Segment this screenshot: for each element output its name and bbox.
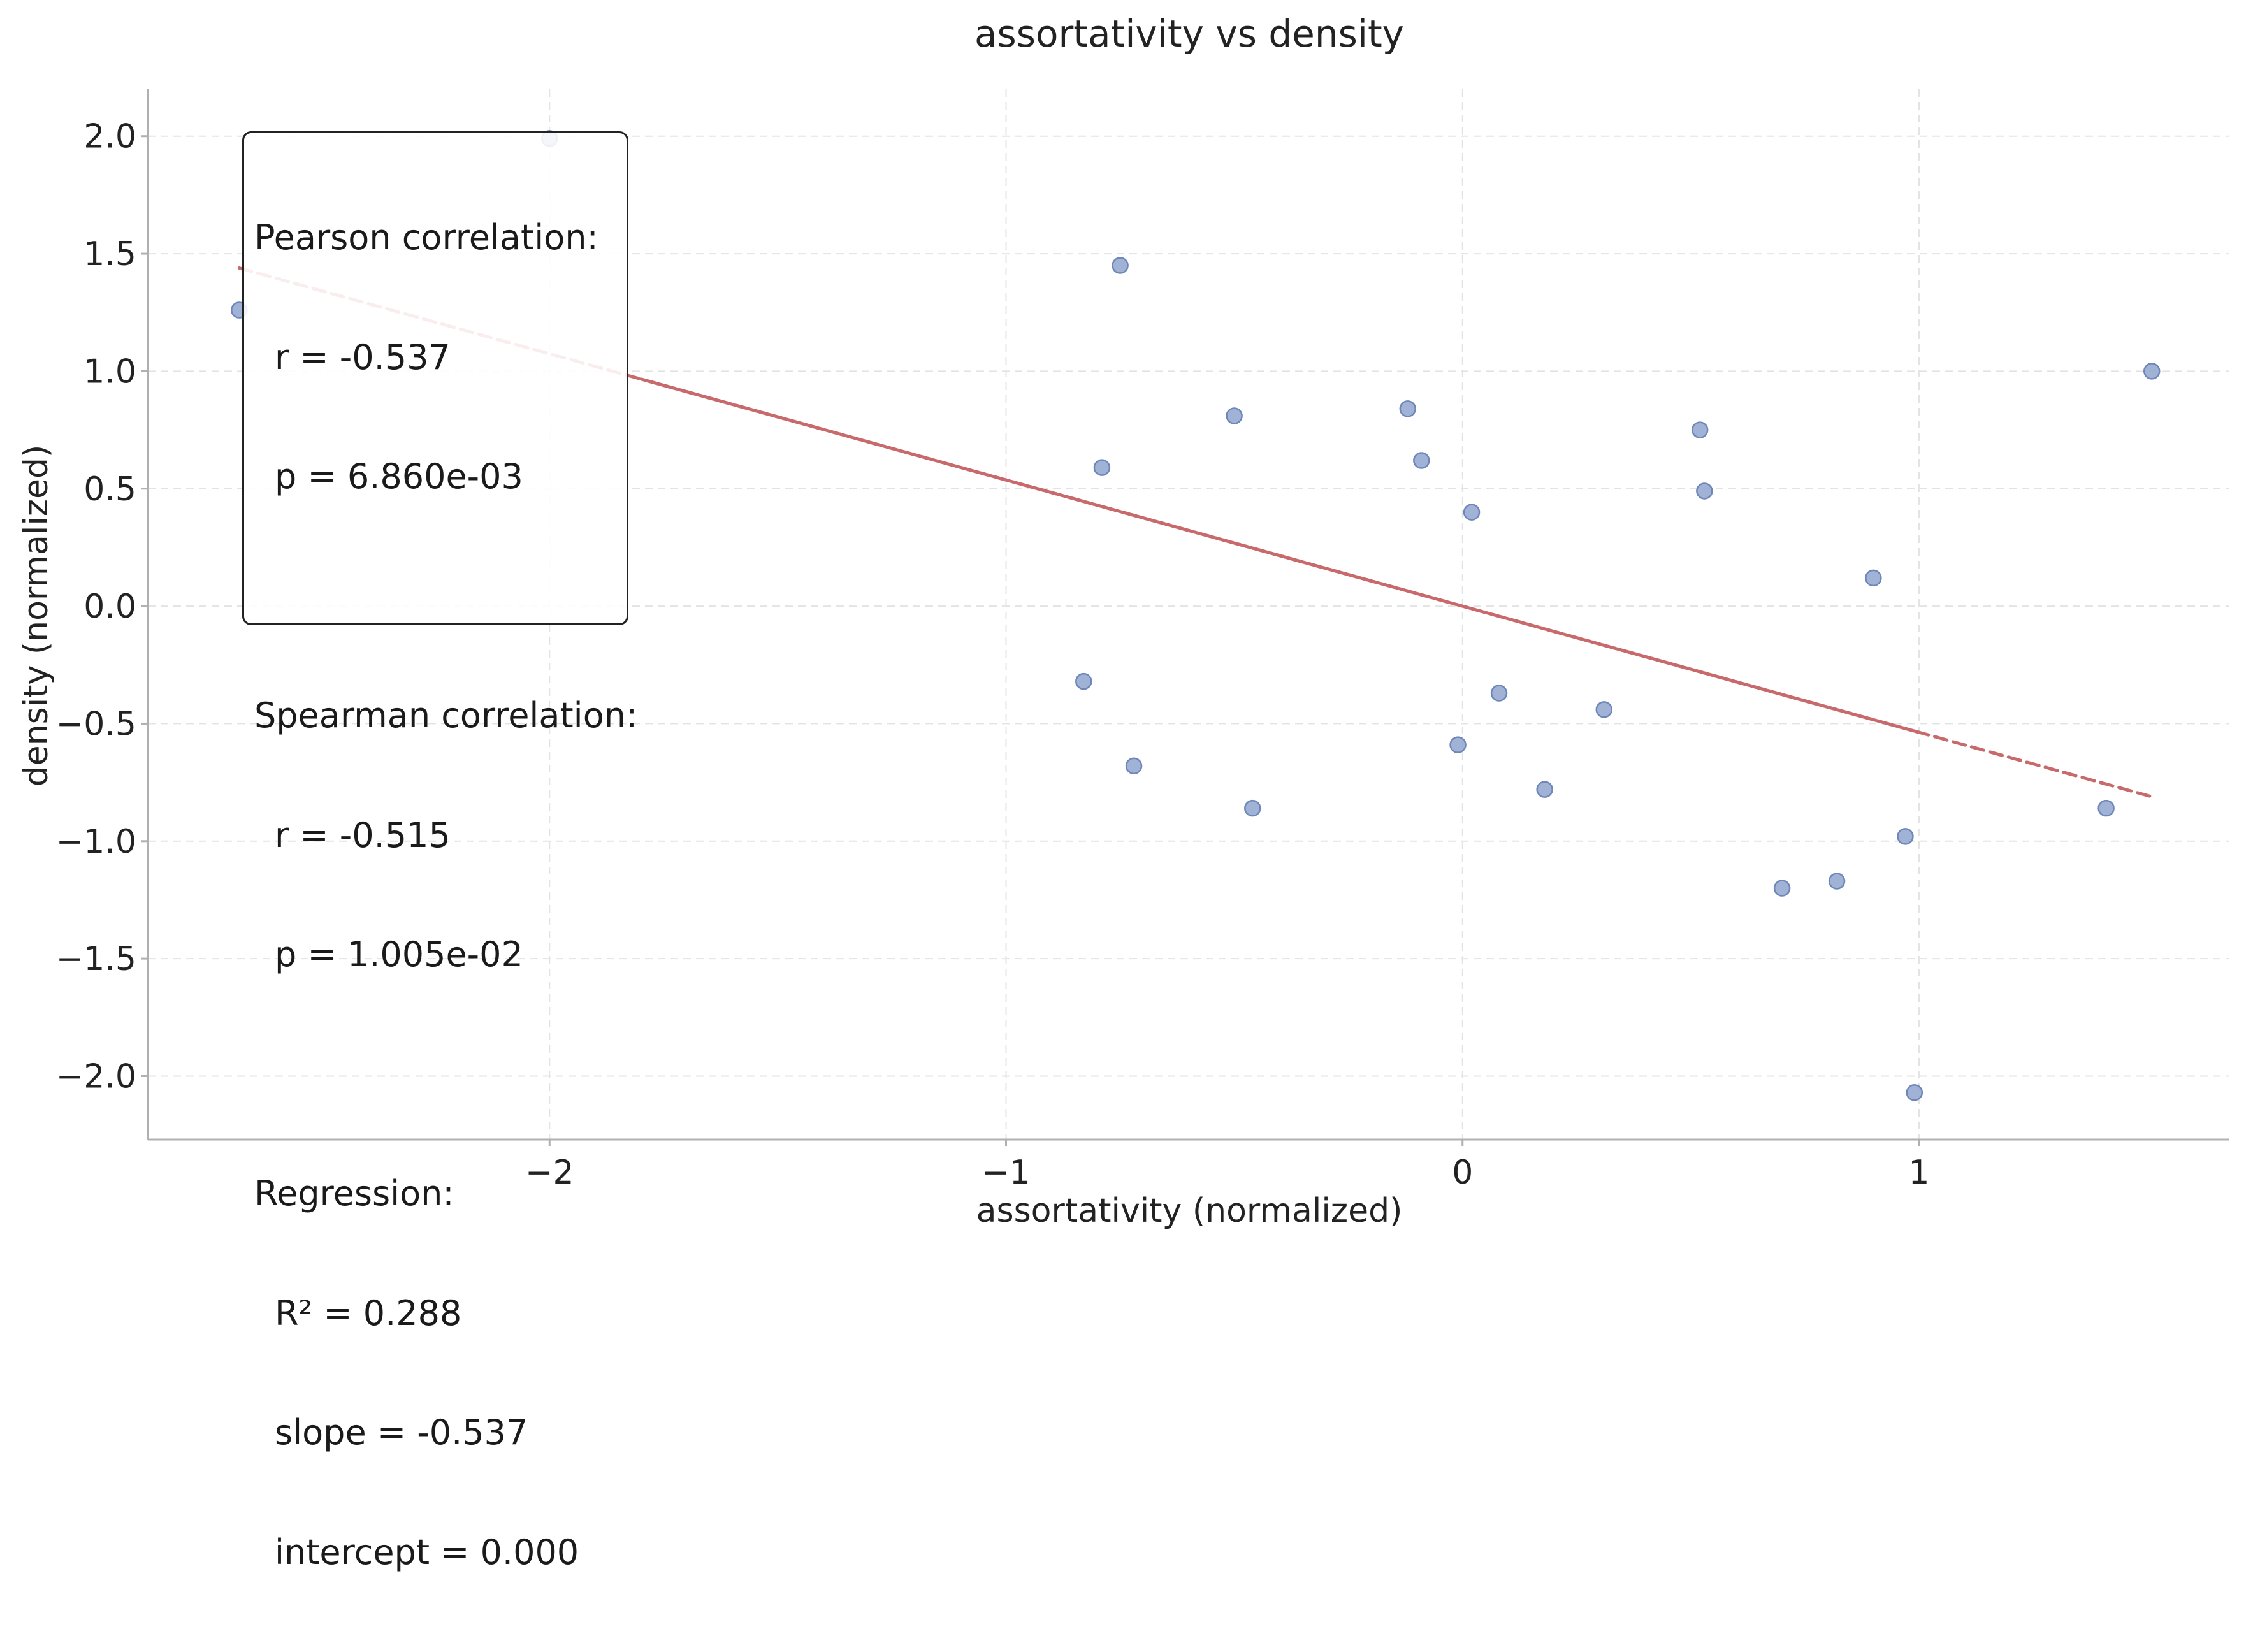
y-tick-label: 0.0: [83, 588, 136, 626]
spearman-p: p = 1.005e-02: [275, 934, 523, 975]
x-tick-label: 0: [1452, 1154, 1473, 1192]
regression-r2: R² = 0.288: [275, 1293, 462, 1333]
scatter-point: [1696, 482, 1713, 500]
chart-canvas: −2 −1 0 1 2.0 1.5 1.0 0.5 0.0 −0.5 −1.0 −1.5 −2.0 as…: [17, 12, 2229, 1230]
scatter-point: [1865, 569, 1882, 587]
statistics-annotation-box: Pearson correlation: r = -0.537 p = 6.86…: [242, 131, 637, 1572]
scatter-point: [1399, 400, 1417, 417]
scatter-point: [1226, 407, 1243, 424]
spearman-r: r = -0.515: [275, 815, 451, 855]
regression-intercept: intercept = 0.000: [275, 1532, 579, 1572]
scatter-point: [1075, 672, 1092, 690]
pearson-r: r = -0.537: [275, 337, 451, 377]
y-tick-label: 2.0: [83, 118, 136, 156]
scatter-point: [2143, 363, 2161, 380]
y-tick-label: 1.5: [83, 235, 136, 273]
x-tick-label: 1: [1908, 1154, 1929, 1192]
scatter-point: [1125, 757, 1143, 775]
regression-line-solid: [639, 377, 1921, 734]
y-tick-label: −1.5: [56, 940, 136, 978]
scatter-point: [1463, 504, 1481, 521]
x-tick-label: −1: [982, 1154, 1031, 1192]
scatter-point: [1828, 873, 1846, 890]
scatter-point: [1536, 781, 1553, 798]
tick-labels: −2 −1 0 1 2.0 1.5 1.0 0.5 0.0 −0.5 −1.0 −1.5 −2.0: [56, 118, 1930, 1192]
x-tick-label: −2: [525, 1154, 574, 1192]
stats-spacer: [254, 1055, 627, 1095]
pearson-heading: Pearson correlation:: [254, 217, 598, 257]
spearman-heading: Spearman correlation:: [254, 695, 638, 735]
y-axis-label: density (normalized): [17, 445, 55, 787]
scatter-point: [1093, 459, 1111, 476]
scatter-point: [1897, 828, 1914, 845]
y-tick-label: 0.5: [83, 470, 136, 509]
x-axis-label: assortativity (normalized): [976, 1192, 1403, 1230]
stats-spacer: [254, 577, 627, 617]
scatter-point: [1244, 799, 1261, 817]
scatter-point: [2097, 799, 2115, 817]
scatter-point: [1691, 421, 1709, 438]
scatter-point: [1773, 880, 1791, 897]
scatter-point: [1413, 452, 1430, 469]
pearson-p: p = 6.860e-03: [275, 456, 523, 496]
scatter-point: [1449, 736, 1467, 753]
y-tick-label: −1.0: [56, 823, 136, 861]
scatter-chart: −2 −1 0 1 2.0 1.5 1.0 0.5 0.0 −0.5 −1.0 −1.5 −2.0 as…: [17, 12, 2229, 1572]
scatter-point: [1906, 1084, 1923, 1101]
scatter-point: [1112, 257, 1129, 274]
chart-title: assortativity vs density: [974, 12, 1404, 55]
y-tick-label: 1.0: [83, 352, 136, 391]
y-tick-label: −0.5: [56, 705, 136, 743]
y-tick-label: −2.0: [56, 1057, 136, 1096]
regression-slope: slope = -0.537: [275, 1412, 528, 1453]
regression-heading: Regression:: [254, 1173, 454, 1214]
scatter-point: [1595, 701, 1613, 718]
axes: [141, 89, 2229, 1146]
scatter-point: [1490, 685, 1508, 702]
